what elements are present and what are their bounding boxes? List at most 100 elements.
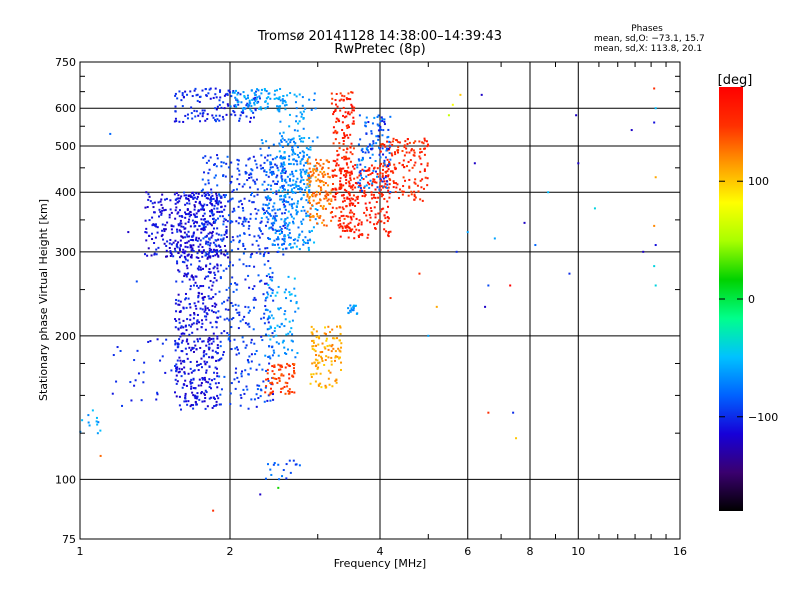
data-point: [365, 184, 368, 187]
data-point: [223, 196, 226, 199]
data-point: [268, 286, 271, 289]
data-point: [427, 144, 430, 147]
data-point: [295, 205, 298, 208]
data-point: [166, 255, 169, 258]
data-point: [214, 293, 217, 296]
data-point: [206, 256, 209, 259]
data-point: [174, 202, 177, 205]
data-point: [266, 399, 269, 402]
data-point: [189, 325, 192, 328]
data-point: [223, 375, 226, 378]
data-point: [186, 318, 189, 321]
data-point: [212, 296, 215, 299]
data-point: [309, 219, 312, 222]
data-point: [236, 178, 239, 181]
data-point: [227, 338, 230, 341]
data-point: [338, 226, 341, 229]
data-point: [260, 217, 263, 220]
data-point: [278, 189, 281, 192]
data-point: [143, 361, 146, 364]
data-point: [260, 167, 263, 170]
data-point: [284, 208, 287, 211]
data-point: [302, 218, 305, 221]
data-point: [340, 215, 343, 218]
data-point: [203, 310, 206, 313]
data-point: [340, 170, 343, 173]
data-point: [224, 308, 227, 311]
data-point: [309, 207, 312, 210]
data-point: [270, 226, 273, 229]
data-point: [401, 164, 404, 167]
data-point: [142, 381, 145, 384]
data-point: [252, 155, 255, 158]
data-point: [317, 335, 320, 338]
data-point: [386, 165, 389, 168]
data-point: [211, 356, 214, 359]
data-point: [259, 221, 262, 224]
data-point: [288, 291, 291, 294]
data-point: [345, 151, 348, 154]
data-point: [283, 195, 286, 198]
data-point: [289, 173, 292, 176]
data-point: [281, 165, 284, 168]
data-point: [338, 206, 341, 209]
data-point: [187, 197, 190, 200]
data-point: [190, 112, 193, 115]
data-point: [234, 89, 237, 92]
data-point: [179, 197, 182, 200]
data-point: [418, 272, 421, 275]
data-point: [223, 318, 226, 321]
data-point: [267, 260, 270, 263]
data-point: [208, 251, 211, 254]
data-point: [280, 373, 283, 376]
data-point: [184, 236, 187, 239]
data-point: [216, 157, 219, 160]
data-point: [384, 145, 387, 148]
data-point: [256, 384, 259, 387]
data-point: [346, 148, 349, 151]
data-point: [184, 222, 187, 225]
data-point: [346, 134, 349, 137]
data-point: [245, 115, 248, 118]
data-point: [216, 264, 219, 267]
data-point: [313, 241, 316, 244]
data-point: [243, 218, 246, 221]
data-point: [296, 146, 299, 149]
data-point: [175, 374, 178, 377]
data-point: [189, 380, 192, 383]
data-point: [271, 332, 274, 335]
data-point: [266, 318, 269, 321]
data-point: [187, 230, 190, 233]
data-point: [246, 94, 249, 97]
data-point: [383, 214, 386, 217]
data-point: [653, 265, 656, 268]
data-point: [307, 248, 310, 251]
data-point: [217, 203, 220, 206]
data-point: [327, 184, 330, 187]
data-point: [291, 170, 294, 173]
data-point: [385, 211, 388, 214]
data-point: [414, 182, 417, 185]
data-point: [282, 99, 285, 102]
data-point: [386, 140, 389, 143]
data-point: [229, 339, 232, 342]
data-point: [174, 343, 177, 346]
data-point: [169, 238, 172, 241]
data-point: [367, 174, 370, 177]
data-point: [227, 214, 230, 217]
data-point: [271, 276, 274, 279]
data-point: [266, 211, 269, 214]
data-point: [249, 108, 252, 111]
data-point: [515, 437, 518, 440]
data-point: [198, 265, 201, 268]
data-point: [205, 221, 208, 224]
data-point: [340, 98, 343, 101]
data-point: [388, 140, 391, 143]
data-point: [178, 120, 181, 123]
data-point: [334, 359, 337, 362]
data-point: [313, 99, 316, 102]
data-point: [210, 224, 213, 227]
data-point: [392, 171, 395, 174]
data-point: [398, 188, 401, 191]
data-point: [215, 199, 218, 202]
